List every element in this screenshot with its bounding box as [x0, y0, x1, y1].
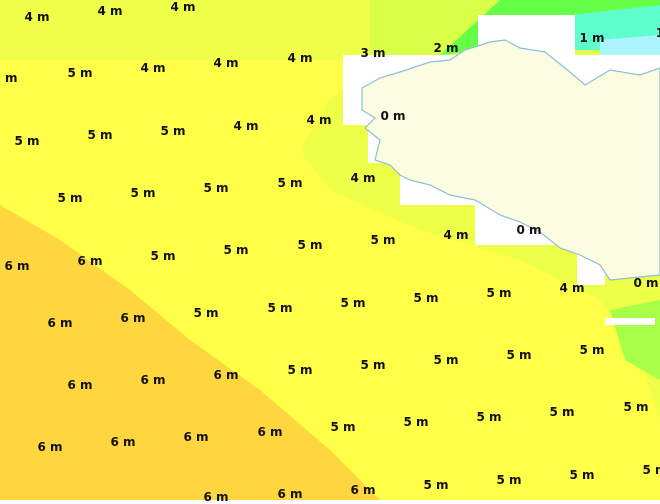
wave-height-label: 4 m: [213, 56, 239, 70]
wave-height-label: 5 m: [267, 301, 293, 315]
wave-height-label: 1 m: [579, 31, 605, 45]
wave-height-label: 5 m: [413, 291, 439, 305]
wave-height-label: 6 m: [183, 430, 209, 444]
wave-height-label: 4 m: [350, 171, 376, 185]
wave-height-label: 6 m: [47, 316, 73, 330]
land: [361, 39, 660, 281]
wave-height-label: 5 m: [277, 176, 303, 190]
wave-height-label: 5 m: [287, 363, 313, 377]
wave-height-label: 4 m: [443, 228, 469, 242]
wave-height-label: 6 m: [37, 440, 63, 454]
wave-height-label: 5 m: [150, 249, 176, 263]
zone-2m-south: [610, 300, 660, 380]
wave-height-label: 5 m: [506, 348, 532, 362]
wave-height-label: 5 m: [203, 181, 229, 195]
wave-height-label: 6 m: [213, 368, 239, 382]
wave-height-label: 5 m: [370, 233, 396, 247]
wave-height-label: 5 m: [330, 420, 356, 434]
wave-height-label: 5 m: [14, 134, 40, 148]
wave-height-label: 6 m: [67, 378, 93, 392]
wave-height-label: 4 m: [306, 113, 332, 127]
wave-height-label: 3 m: [360, 46, 386, 60]
wave-height-label: 5 m: [623, 400, 649, 414]
wave-height-label: 4 m: [97, 4, 123, 18]
wave-height-label: 4 m: [140, 61, 166, 75]
wave-height-label: 5 m: [0, 71, 18, 85]
wave-height-label: 0 m: [516, 223, 542, 237]
wave-height-label: 6 m: [350, 483, 376, 497]
wave-height-label: 5 m: [423, 478, 449, 492]
wave-height-label: 5 m: [130, 186, 156, 200]
wave-height-label: 6 m: [120, 311, 146, 325]
zone-0m: [600, 35, 660, 55]
wave-height-label: 5 m: [57, 191, 83, 205]
wave-height-label: 5 m: [433, 353, 459, 367]
wave-height-label: 0 m: [633, 276, 659, 290]
zone-6m: [0, 205, 380, 500]
wave-height-label: 2 m: [433, 41, 459, 55]
wave-height-label: 5 m: [486, 286, 512, 300]
wave-height-label: 5 m: [642, 463, 660, 477]
wave-height-label: 6 m: [257, 425, 283, 439]
wave-height-label: 6 m: [4, 259, 30, 273]
wave-height-label: 6 m: [77, 254, 103, 268]
wave-height-label: 5 m: [340, 296, 366, 310]
wave-height-label: 4 m: [287, 51, 313, 65]
wave-height-label: 6 m: [110, 435, 136, 449]
wave-height-label: 5 m: [403, 415, 429, 429]
wave-height-label: 6 m: [203, 490, 229, 504]
wave-height-label: 5 m: [193, 306, 219, 320]
wave-height-label: 5 m: [476, 410, 502, 424]
wave-height-label: 4 m: [559, 281, 585, 295]
wave-height-label: 1: [656, 26, 660, 40]
wave-height-label: 5 m: [67, 66, 93, 80]
wave-height-label: 4 m: [233, 119, 259, 133]
wave-height-label: 0 m: [380, 109, 406, 123]
wave-height-label: 6 m: [140, 373, 166, 387]
wave-height-label: 5 m: [569, 468, 595, 482]
wave-height-label: 5 m: [496, 473, 522, 487]
wave-height-label: 6 m: [277, 487, 303, 501]
wave-height-label: 5 m: [579, 343, 605, 357]
wave-height-label: 5 m: [360, 358, 386, 372]
wave-height-label: 5 m: [297, 238, 323, 252]
wave-height-label: 4 m: [170, 0, 196, 14]
wave-height-label: 5 m: [549, 405, 575, 419]
wave-height-label: 5 m: [87, 128, 113, 142]
wave-height-label: 5 m: [223, 243, 249, 257]
wave-height-label: 5 m: [160, 124, 186, 138]
wave-height-label: 4 m: [24, 10, 50, 24]
